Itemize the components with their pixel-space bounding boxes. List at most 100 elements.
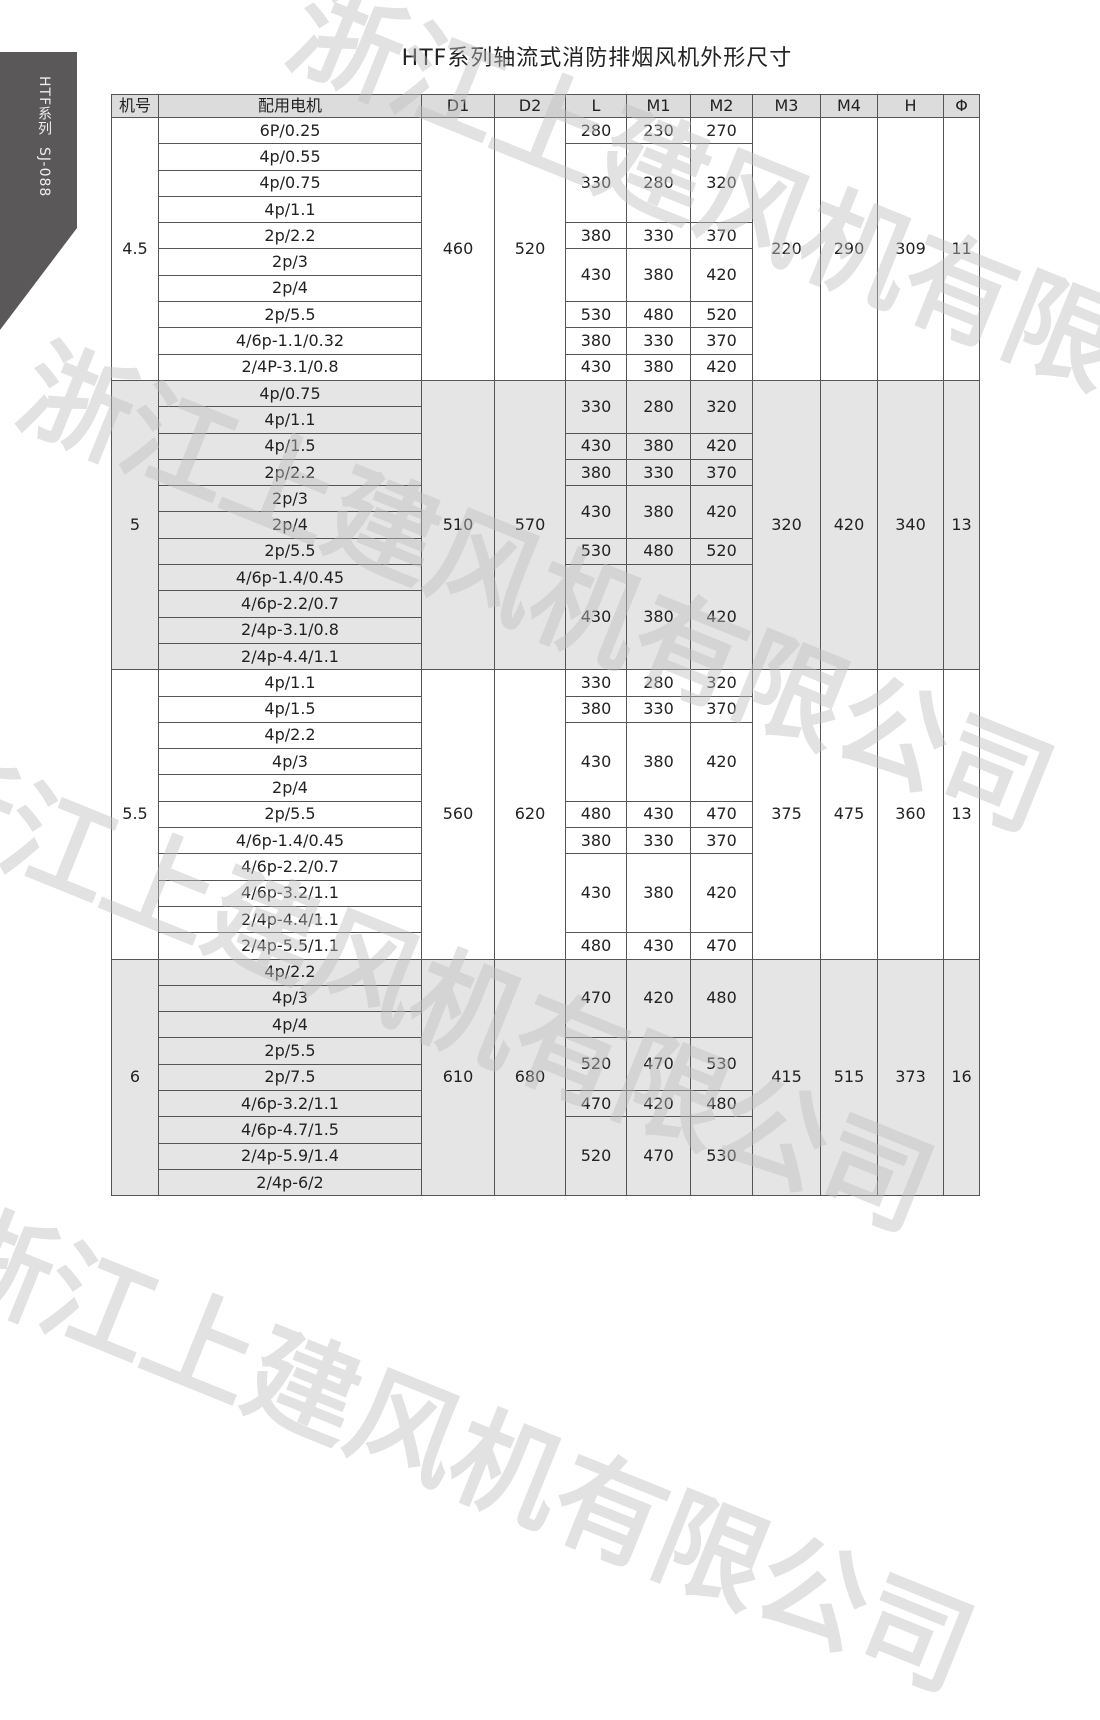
table-row: 2p/5.5 530 480 520	[112, 537, 980, 566]
m2-cell: 520	[690, 537, 753, 566]
motor-cell: 2p/2.2	[158, 458, 422, 487]
l-cell: 480	[565, 800, 627, 829]
l-cell: 430	[565, 564, 627, 671]
m1-cell: 330	[626, 222, 691, 250]
table-row: 2p/4	[112, 274, 980, 303]
m2-cell: 420	[690, 353, 753, 381]
column-header: M3	[752, 94, 821, 118]
table-row: 4/6p-1.4/0.45 430 380 420	[112, 564, 980, 671]
l-cell: 330	[565, 669, 627, 697]
m1-cell: 430	[626, 932, 691, 960]
l-cell: 330	[565, 379, 627, 434]
motor-cell: 4/6p-1.4/0.45	[158, 827, 422, 855]
table-row: 4p/1.1	[112, 406, 980, 434]
model-cell: 4.5	[111, 117, 159, 381]
l-cell: 430	[565, 353, 627, 381]
m2-cell: 530	[690, 1116, 753, 1197]
l-cell: 470	[565, 958, 627, 1039]
l-cell: 380	[565, 695, 627, 723]
phi-cell: 13	[943, 379, 980, 671]
m2-cell: 370	[690, 827, 753, 855]
m2-cell: 370	[690, 222, 753, 250]
d2-cell: 520	[494, 117, 566, 381]
motor-cell: 4p/1.5	[158, 432, 422, 460]
m1-cell: 380	[626, 248, 691, 303]
table-row: 2p/7.5	[112, 1063, 980, 1091]
h-cell: 340	[877, 379, 944, 671]
motor-cell: 6P/0.25	[158, 116, 422, 145]
motor-cell: 4p/3	[158, 984, 422, 1013]
motor-cell: 4p/1.1	[158, 406, 422, 434]
m2-cell: 270	[690, 116, 753, 145]
m1-cell: 280	[626, 669, 691, 697]
m1-cell: 380	[626, 432, 691, 460]
l-cell: 520	[565, 1116, 627, 1197]
m1-cell: 470	[626, 1037, 691, 1091]
motor-cell: 4/6p-2.2/0.7	[158, 590, 422, 618]
table-row: 4/6p-3.2/1.1 470 420 480	[112, 1089, 980, 1118]
m1-cell: 380	[626, 721, 691, 802]
d1-cell: 510	[421, 379, 495, 671]
m1-cell: 380	[626, 353, 691, 381]
column-header: M2	[690, 94, 753, 118]
table-row: 2/4p-6/2	[112, 1168, 980, 1197]
l-cell: 430	[565, 853, 627, 934]
l-cell: 520	[565, 1037, 627, 1091]
table-row: 4p/2.2 430 380 420	[112, 721, 980, 802]
table-row: 2/4p-3.1/0.8	[112, 616, 980, 644]
m3-cell: 220	[752, 117, 821, 381]
m2-cell: 370	[690, 327, 753, 355]
l-cell: 470	[565, 1089, 627, 1118]
l-cell: 380	[565, 458, 627, 487]
dimensions-table: 机号 配用电机 D1 D2 L M1 M2 M3 M4 H Φ 4.5 6P/0.25 460 520 28…	[111, 94, 980, 1197]
m2-cell: 520	[690, 301, 753, 329]
m1-cell: 280	[626, 143, 691, 224]
table-row: 2p/5.5 520 470 530	[112, 1037, 980, 1091]
table-row: 2/4p-4.4/1.1	[112, 905, 980, 934]
table-row: 5.5 4p/1.1 560 620 330 280 320 375 475 360 13	[111, 669, 980, 960]
l-cell: 330	[565, 143, 627, 224]
l-cell: 530	[565, 301, 627, 329]
page-title: HTF系列轴流式消防排烟风机外形尺寸	[401, 46, 793, 71]
table-row: 2p/5.5 530 480 520	[112, 301, 980, 329]
side-tab-shape	[0, 52, 77, 330]
motor-cell: 2/4p-6/2	[158, 1168, 422, 1197]
motor-cell: 4/6p-2.2/0.7	[158, 853, 422, 881]
table-row: 2p/2.2 380 330 370	[112, 458, 980, 487]
column-header: H	[877, 94, 944, 118]
m2-cell: 420	[690, 853, 753, 934]
motor-cell: 4p/2.2	[158, 958, 422, 986]
m1-cell: 480	[626, 537, 691, 566]
table-row: 2p/5.5 480 430 470	[112, 800, 980, 829]
table-row: 4p/4	[112, 1011, 980, 1039]
table-header-row: 机号 配用电机 D1 D2 L M1 M2 M3 M4 H Φ	[111, 94, 980, 118]
m2-cell: 370	[690, 458, 753, 487]
motor-cell: 2/4p-5.5/1.1	[158, 932, 422, 960]
d1-cell: 610	[421, 958, 495, 1197]
m4-cell: 290	[820, 117, 878, 381]
m1-cell: 330	[626, 695, 691, 723]
motor-cell: 4p/0.75	[158, 379, 422, 408]
table-row: 4/6p-4.7/1.5 520 470 530	[112, 1116, 980, 1197]
m2-cell: 480	[690, 1089, 753, 1118]
d2-cell: 620	[494, 669, 566, 960]
d2-cell: 680	[494, 958, 566, 1197]
motor-cell: 4/6p-4.7/1.5	[158, 1116, 422, 1144]
m3-cell: 320	[752, 379, 821, 671]
m1-cell: 380	[626, 564, 691, 671]
motor-cell: 4p/0.55	[158, 143, 422, 171]
motor-cell: 4p/3	[158, 748, 422, 776]
side-tab-label: HTF系列 SJ-088	[36, 76, 52, 198]
m1-cell: 330	[626, 327, 691, 355]
table-row: 4p/1.5 430 380 420	[112, 432, 980, 460]
table-row: 2p/3 430 380 420	[112, 248, 980, 303]
l-cell: 380	[565, 827, 627, 855]
side-tab	[0, 52, 77, 330]
table-row: 5 4p/0.75 510 570 330 280 320 320 420 340 13	[111, 379, 980, 671]
m4-cell: 420	[820, 379, 878, 671]
motor-cell: 4p/1.5	[158, 695, 422, 723]
motor-cell: 2p/5.5	[158, 800, 422, 829]
table-row: 2p/4	[112, 774, 980, 802]
m2-cell: 320	[690, 669, 753, 697]
phi-cell: 11	[943, 117, 980, 381]
